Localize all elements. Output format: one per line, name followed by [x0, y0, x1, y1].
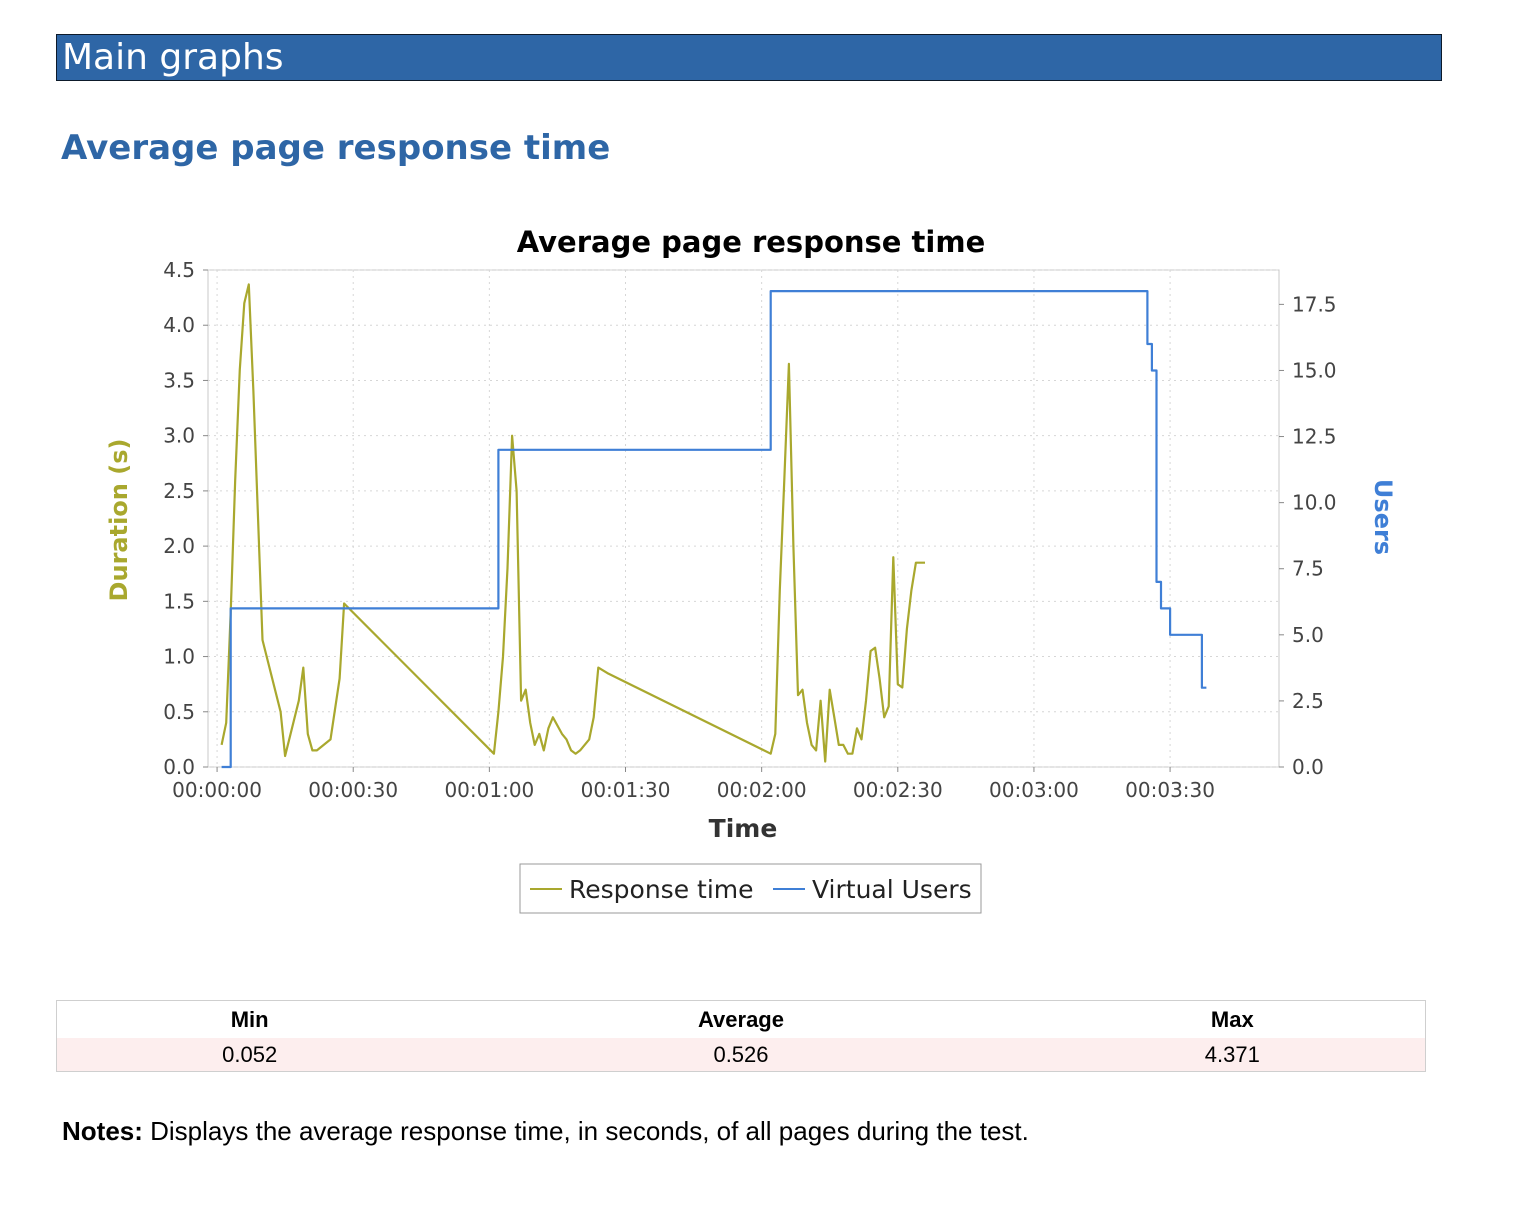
y2-tick-label: 2.5	[1292, 689, 1324, 713]
x-tick-label: 00:01:00	[444, 778, 534, 802]
y2-tick-label: 10.0	[1292, 491, 1337, 515]
stats-value-max: 4.371	[1039, 1038, 1426, 1072]
stats-header-min: Min	[56, 1000, 443, 1038]
axes: 00:00:00 00:00:30 00:01:00 00:01:30 00:02:00…	[163, 258, 1336, 802]
legend-label-response-time: Response time	[569, 875, 754, 904]
y-tick-label: 4.5	[163, 258, 195, 282]
y-tick-label: 2.0	[163, 534, 195, 558]
section-header: Main graphs	[56, 34, 1442, 81]
stats-value-average: 0.526	[442, 1038, 1040, 1072]
notes: Notes: Displays the average response tim…	[62, 1116, 1029, 1147]
series-layer	[220, 283, 1207, 769]
y-tick-label: 3.5	[163, 368, 195, 392]
x-tick-label: 00:03:30	[1125, 778, 1215, 802]
x-axis-label: Time	[709, 814, 778, 843]
chart-title: Average page response time	[517, 225, 986, 259]
y-tick-label: 0.0	[163, 755, 195, 779]
x-tick-label: 00:01:30	[581, 778, 671, 802]
x-tick-label: 00:03:00	[989, 778, 1079, 802]
plot-area	[207, 269, 1280, 768]
stats-value-min: 0.052	[56, 1038, 443, 1072]
notes-text: Displays the average response time, in s…	[142, 1116, 1029, 1146]
notes-label: Notes:	[62, 1116, 143, 1146]
x-tick-label: 00:02:00	[717, 778, 807, 802]
stats-table: Min Average Max 0.052 0.526 4.371	[56, 1000, 1426, 1072]
grid	[208, 269, 1279, 768]
y-tick-label: 4.0	[163, 313, 195, 337]
y2-tick-label: 17.5	[1292, 292, 1337, 316]
stats-header-average: Average	[442, 1000, 1040, 1038]
legend-box	[519, 863, 982, 914]
y2-tick-label: 7.5	[1292, 557, 1324, 581]
section-title: Average page response time	[61, 128, 611, 168]
y-tick-label: 1.5	[163, 589, 195, 613]
x-tick-label: 00:00:30	[308, 778, 398, 802]
response-time-chart: Average page response time 00:00:00 00:00…	[105, 225, 1397, 914]
y2-tick-label: 15.0	[1292, 358, 1337, 382]
section-header-title: Main graphs	[62, 37, 284, 78]
y-tick-label: 1.0	[163, 645, 195, 669]
x-tick-label: 00:00:00	[172, 778, 262, 802]
y-axis-label: Duration (s)	[105, 439, 133, 602]
y2-tick-label: 12.5	[1292, 425, 1337, 449]
y2-tick-label: 5.0	[1292, 623, 1324, 647]
legend-label-virtual-users: Virtual Users	[812, 875, 972, 904]
stats-value-row: 0.052 0.526 4.371	[56, 1038, 1426, 1072]
y2-axis-label: Users	[1369, 479, 1397, 555]
y2-tick-label: 0.0	[1292, 755, 1324, 779]
stats-header-max: Max	[1039, 1000, 1426, 1038]
y-tick-label: 0.5	[163, 700, 195, 724]
legend: Response time Virtual Users	[519, 863, 982, 914]
y-tick-label: 3.0	[163, 424, 195, 448]
series-line-response-time	[220, 283, 925, 763]
x-tick-label: 00:02:30	[853, 778, 943, 802]
y-tick-label: 2.5	[163, 479, 195, 503]
series-line-virtual-users	[221, 290, 1207, 769]
stats-header-row: Min Average Max	[56, 1000, 1426, 1038]
